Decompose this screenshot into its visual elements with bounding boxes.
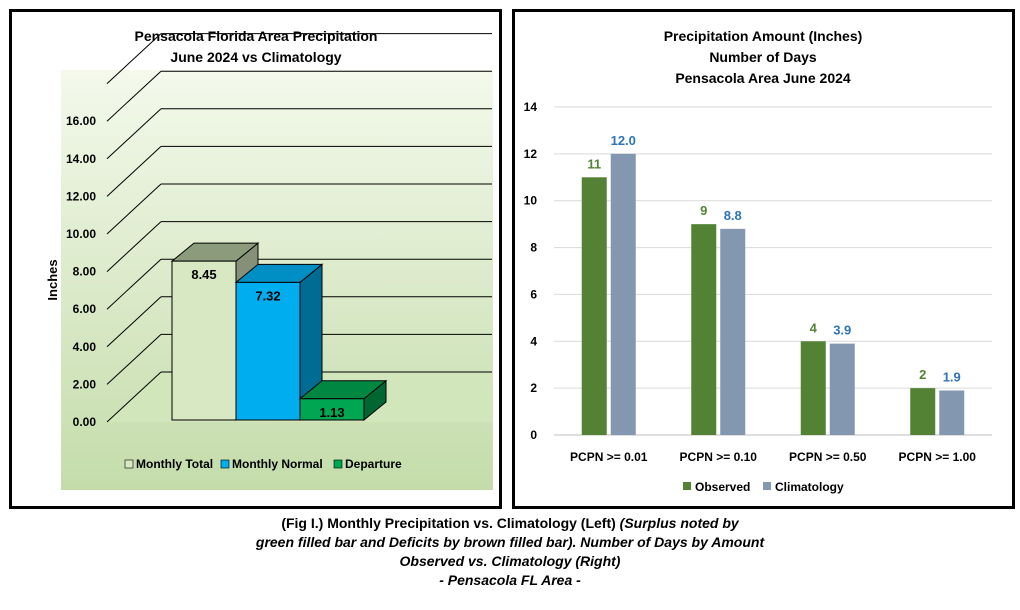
left-grid-diag (106, 296, 162, 348)
monthly-precip-chart: Pensacola Florida Area Precipitation June… (45, 28, 493, 490)
left-y-tick-label: 0.00 (73, 415, 97, 429)
right-bar-climatology (610, 153, 636, 435)
left-legend-label: Departure (345, 457, 402, 471)
right-x-tick-label: PCPN >= 0.10 (680, 450, 758, 464)
left-chart-title-1: Pensacola Florida Area Precipitation (134, 28, 377, 44)
caption-line1: (Fig I.) Monthly Precipitation vs. Clima… (281, 515, 620, 531)
left-grid-diag (106, 70, 162, 122)
left-legend-label: Monthly Total (136, 457, 213, 471)
left-chart-title-2: June 2024 vs Climatology (170, 49, 341, 65)
right-bar-label: 3.9 (833, 323, 851, 338)
left-y-tick-label: 4.00 (73, 340, 97, 354)
left-legend-label: Monthly Normal (232, 457, 323, 471)
right-chart-panel: Precipitation Amount (Inches) Number of D… (512, 9, 1015, 509)
right-legend-label: Climatology (775, 480, 844, 494)
right-y-tick-label: 8 (530, 241, 537, 255)
left-chart-panel: Pensacola Florida Area Precipitation June… (9, 9, 502, 509)
right-y-tick-label: 2 (530, 381, 537, 395)
left-y-tick-label: 6.00 (73, 302, 97, 316)
bar-front (171, 260, 237, 421)
right-bar-label: 9 (700, 203, 707, 218)
right-x-tick-label: PCPN >= 0.01 (570, 450, 648, 464)
left-bar-label: 1.13 (319, 405, 344, 420)
left-grid-diag (106, 334, 162, 385)
right-bar-climatology (720, 228, 746, 435)
left-grid-diag (106, 108, 162, 160)
right-y-tick-label: 10 (524, 194, 538, 208)
bar-front (235, 281, 301, 421)
left-y-tick-label: 14.00 (66, 152, 96, 166)
right-x-tick-label: PCPN >= 1.00 (899, 450, 977, 464)
left-grid-diag (106, 221, 162, 272)
left-y-tick-label: 12.00 (66, 189, 96, 203)
right-bar-observed (800, 341, 826, 435)
right-y-tick-label: 14 (524, 100, 538, 114)
right-chart-title-3: Pensacola Area June 2024 (675, 70, 851, 86)
left-y-tick-label: 16.00 (66, 114, 96, 128)
right-bar-observed (691, 224, 717, 435)
left-y-tick-label: 2.00 (73, 377, 97, 391)
left-bar-label: 8.45 (191, 267, 216, 282)
right-legend-label: Observed (695, 480, 750, 494)
left-grid-diag (106, 183, 162, 235)
right-bar-label: 8.8 (724, 208, 742, 223)
left-legend-swatch (333, 459, 343, 469)
caption-line1-italic: (Surplus noted by (619, 515, 739, 531)
right-bar-label: 4 (810, 320, 818, 335)
right-bar-label: 2 (919, 367, 926, 382)
left-grid-diag (106, 146, 162, 197)
right-chart-title-1: Precipitation Amount (Inches) (664, 28, 863, 44)
right-y-tick-label: 6 (530, 287, 537, 301)
right-chart-title-2: Number of Days (709, 49, 817, 65)
right-bar-observed (910, 388, 936, 435)
left-bar-3: 1.13 (298, 379, 388, 422)
left-legend-swatch (124, 459, 134, 469)
right-y-tick-label: 12 (524, 147, 538, 161)
right-bar-observed (581, 177, 607, 436)
right-y-tick-label: 0 (530, 428, 537, 442)
days-by-amount-chart: Precipitation Amount (Inches) Number of D… (524, 28, 992, 494)
right-bar-climatology (939, 390, 965, 435)
left-grid-diag (106, 33, 162, 84)
caption-line2: green filled bar and Deficits by brown f… (255, 534, 765, 550)
left-y-tick-label: 10.00 (66, 227, 96, 241)
right-bar-climatology (829, 343, 855, 435)
left-legend-swatch (220, 459, 230, 469)
right-legend-swatch (763, 482, 771, 490)
bar-front (299, 398, 365, 421)
left-grid-diag (106, 258, 162, 310)
figure-caption: (Fig I.) Monthly Precipitation vs. Clima… (0, 514, 1020, 590)
right-x-tick-label: PCPN >= 0.50 (789, 450, 867, 464)
left-bar-label: 7.32 (255, 288, 280, 303)
left-grid-diag (106, 371, 162, 423)
caption-line3: Observed vs. Climatology (Right) (399, 553, 621, 569)
right-legend-swatch (683, 482, 691, 490)
left-y-axis-label: Inches (45, 259, 60, 300)
right-bar-label: 1.9 (943, 369, 961, 384)
right-bar-label: 12.0 (611, 133, 636, 148)
caption-line4: - Pensacola FL Area - (439, 572, 581, 588)
right-bar-label: 11 (587, 156, 601, 171)
left-y-tick-label: 8.00 (73, 265, 97, 279)
right-y-tick-label: 4 (530, 334, 537, 348)
